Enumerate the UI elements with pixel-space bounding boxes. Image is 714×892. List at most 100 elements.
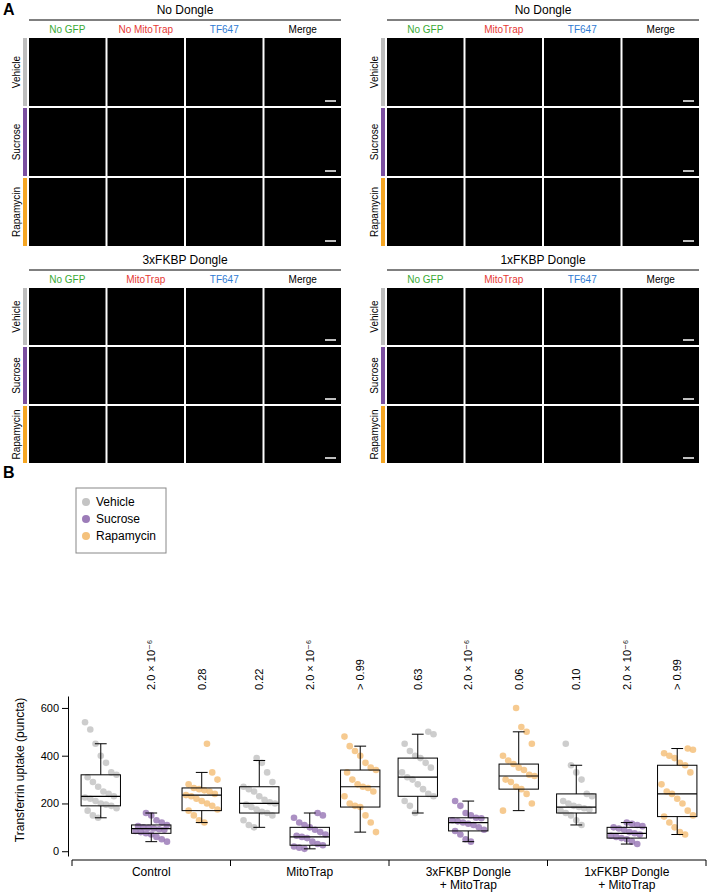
whisker [576, 765, 577, 794]
whisker-cap [253, 760, 265, 761]
panel-label: A [3, 1, 15, 18]
scale-bar [683, 339, 694, 341]
p-value: 2.0 × 10⁻⁶ [462, 640, 474, 690]
data-point [634, 841, 641, 848]
whisker-cap [253, 827, 265, 828]
scale-bar [683, 398, 694, 400]
whisker-cap [462, 841, 474, 842]
p-value: 2.0 × 10⁻⁶ [304, 640, 316, 690]
data-point [430, 731, 437, 738]
data-point [362, 760, 369, 767]
box [449, 818, 488, 831]
whisker [626, 823, 627, 828]
scale-bar [683, 170, 694, 172]
micrograph [623, 108, 700, 176]
data-point [291, 814, 298, 821]
image-block: No DongleNo GFPMitoTrapTF647MergeVehicle… [369, 3, 699, 246]
micrograph [466, 347, 543, 404]
whisker-cap [671, 834, 683, 835]
category-label: 3xFKBP Dongle+ MitoTrap [426, 865, 511, 892]
data-point [407, 803, 414, 810]
whisker-cap [354, 832, 366, 833]
row-label: Rapamycin [369, 409, 380, 459]
micrograph [544, 178, 621, 246]
column-header: Merge [289, 274, 318, 285]
whisker [201, 811, 202, 823]
data-point [161, 826, 168, 833]
whisker [468, 831, 469, 842]
whisker [309, 845, 310, 849]
p-value: 2.0 × 10⁻⁶ [145, 640, 157, 690]
data-point [346, 743, 353, 750]
micrograph [29, 38, 106, 106]
box [240, 787, 279, 813]
legend-swatch [82, 532, 90, 540]
micrograph [265, 108, 342, 176]
legend-label: Rapamycin [96, 529, 156, 543]
block-rule [29, 270, 341, 271]
data-point [204, 740, 211, 747]
p-value: > 0.99 [354, 659, 366, 690]
figure: ABNo DongleNo GFPNo MitoTrapTF647MergeVe… [0, 0, 714, 892]
row-bar [381, 406, 385, 463]
column-header: TF647 [210, 24, 239, 35]
data-point [428, 764, 435, 771]
column-header: MitoTrap [126, 274, 166, 285]
legend-swatch [82, 498, 90, 506]
p-value: 0.28 [196, 669, 208, 690]
row-bar [23, 406, 27, 463]
tick-mark [62, 756, 68, 757]
median [182, 795, 221, 796]
box [290, 827, 329, 845]
group-separator [706, 860, 707, 866]
panel-label: B [3, 464, 15, 481]
micrograph [544, 347, 621, 404]
data-point [320, 812, 327, 819]
data-point [684, 807, 691, 814]
column-header: TF647 [568, 274, 597, 285]
median [240, 803, 279, 804]
data-point [422, 760, 429, 767]
micrograph [466, 108, 543, 176]
p-value: 2.0 × 10⁻⁶ [621, 640, 633, 690]
whisker-cap [621, 822, 633, 823]
micrograph [29, 347, 106, 404]
tick: 0 [53, 845, 68, 857]
block-title: No Dongle [157, 3, 214, 17]
row-label: Sucrose [369, 123, 380, 160]
micrograph [544, 288, 621, 345]
data-point [679, 800, 686, 807]
micrograph [387, 288, 464, 345]
micrograph [265, 38, 342, 106]
micrograph [387, 406, 464, 463]
data-point [349, 776, 356, 783]
column-header: MitoTrap [484, 24, 524, 35]
median [290, 836, 329, 837]
whisker-cap [671, 748, 683, 749]
column-header: No MitoTrap [118, 24, 173, 35]
data-point [687, 769, 694, 776]
micrograph [387, 108, 464, 176]
median [557, 806, 596, 807]
y-axis-title: Transferrin uptake (puncta) [13, 698, 27, 842]
whisker-cap [196, 772, 208, 773]
micrograph [29, 108, 106, 176]
data-point [103, 760, 110, 767]
whisker [259, 760, 260, 786]
data-point [690, 746, 697, 753]
box [182, 788, 221, 811]
group-separator [547, 860, 548, 866]
data-point [264, 769, 271, 776]
whisker [468, 801, 469, 818]
data-point [414, 781, 421, 788]
data-point [407, 748, 414, 755]
micrograph [623, 178, 700, 246]
scale-bar [325, 339, 336, 341]
row-bar [381, 178, 385, 246]
data-point [637, 831, 644, 838]
micrograph [186, 288, 263, 345]
scale-bar [683, 457, 694, 459]
median [81, 796, 120, 797]
category-label: Control [132, 865, 171, 879]
whisker [100, 806, 101, 818]
